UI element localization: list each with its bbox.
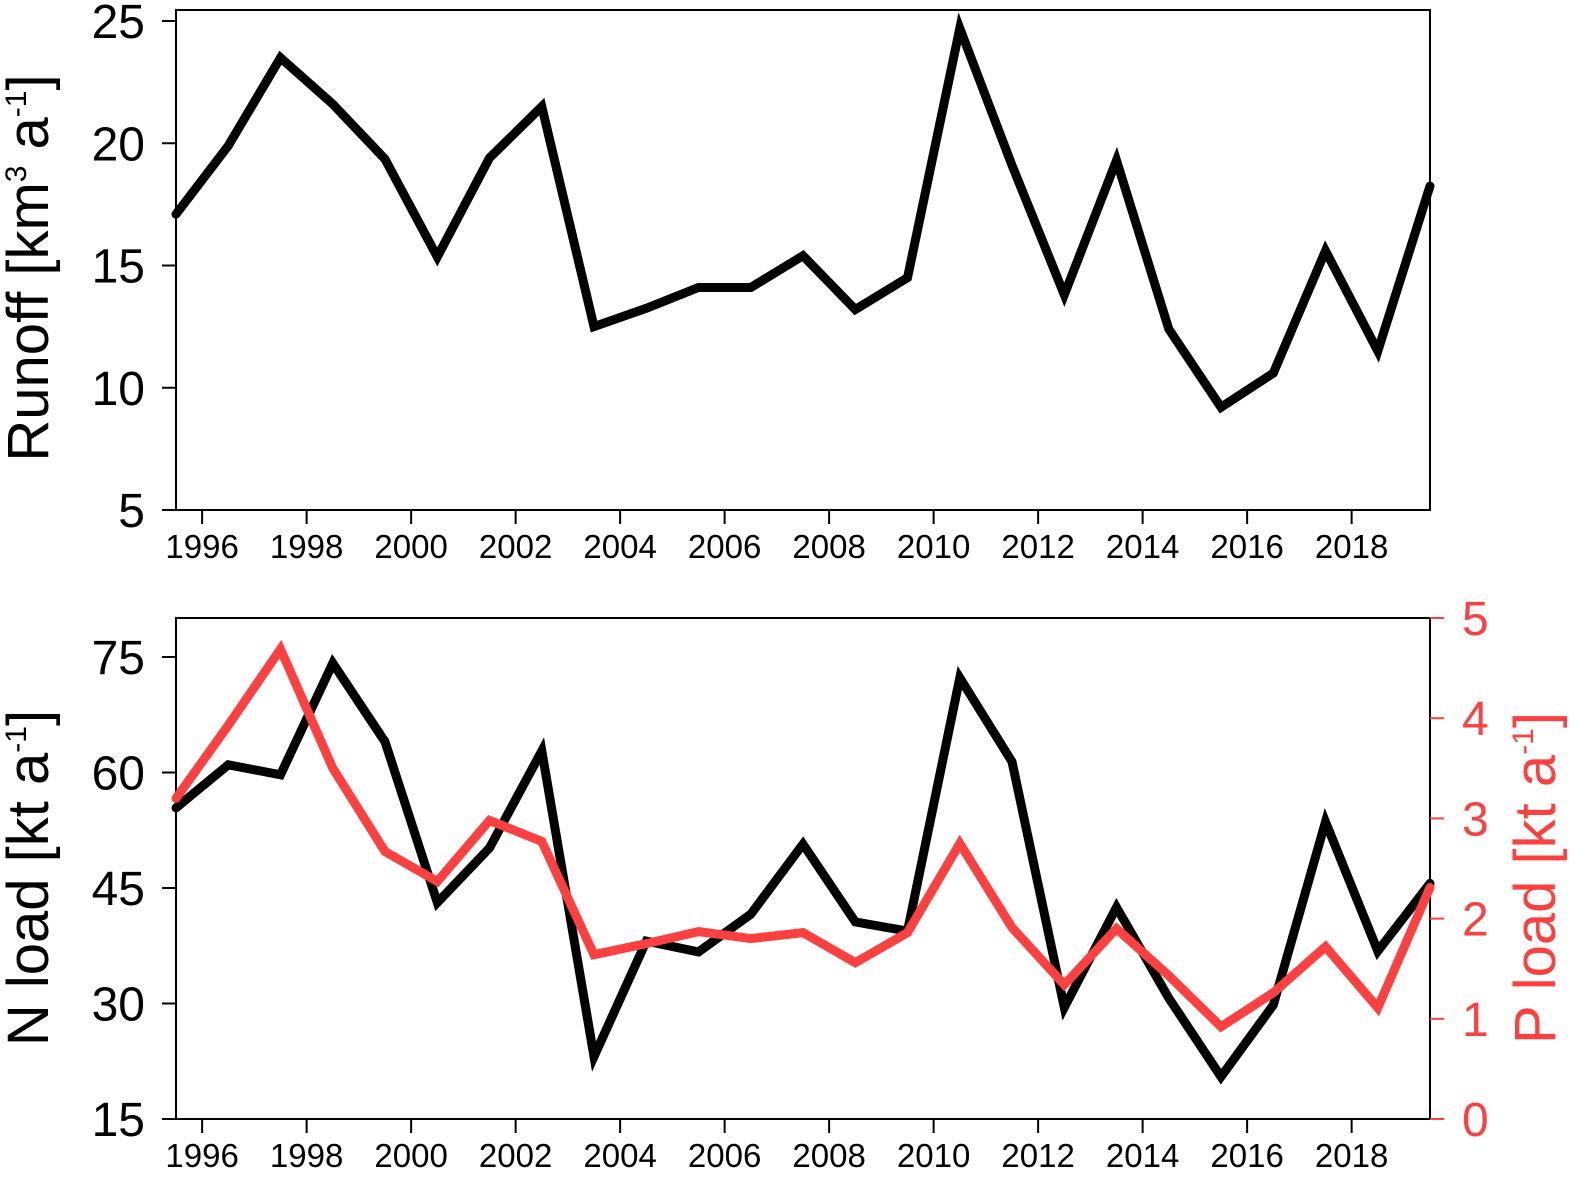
x-tick-label: 1996 — [165, 528, 238, 565]
x-tick-label: 2014 — [1106, 1137, 1179, 1174]
y-tick-label: 20 — [92, 118, 145, 171]
x-tick-label: 2014 — [1106, 528, 1179, 565]
top-series — [171, 12, 1435, 414]
top-y-axis-label: Runoff [km3 a-1] — [0, 74, 61, 461]
bottom-plot-frame — [175, 617, 1431, 1120]
y-tick-label: 45 — [92, 863, 145, 916]
x-tick-label: 2018 — [1315, 528, 1388, 565]
x-tick-label: 2016 — [1210, 528, 1283, 565]
x-tick-label: 2000 — [374, 528, 447, 565]
top-plot-frame — [175, 9, 1431, 511]
x-tick-label: 2004 — [583, 1137, 656, 1174]
right-y-tick-label: 0 — [1462, 1094, 1489, 1147]
x-tick-label: 1996 — [165, 1137, 238, 1174]
x-tick-label: 2006 — [688, 1137, 761, 1174]
x-tick-label: 2010 — [897, 1137, 970, 1174]
x-tick-label: 2008 — [792, 1137, 865, 1174]
x-tick-label: 2004 — [583, 528, 656, 565]
x-tick-label: 2000 — [374, 1137, 447, 1174]
right-y-tick-label: 5 — [1462, 593, 1489, 646]
x-tick-label: 2002 — [479, 1137, 552, 1174]
x-tick-label: 2012 — [1001, 1137, 1074, 1174]
bottom-series — [171, 639, 1435, 1085]
bottom-right-y-axis-label: P load [kt a-1] — [1503, 712, 1568, 1044]
y-tick-label: 25 — [92, 0, 145, 49]
right-y-tick-label: 3 — [1462, 793, 1489, 846]
y-tick-label: 10 — [92, 363, 145, 416]
y-tick-label: 30 — [92, 979, 145, 1032]
top-panel: 1996 1998 2000 2002 2004 2006 2008 2010 2012 2014… — [0, 0, 1435, 565]
x-tick-label: 2006 — [688, 528, 761, 565]
bottom-y-axis-label: N load [kt a-1] — [0, 710, 61, 1046]
x-tick-label: 2016 — [1210, 1137, 1283, 1174]
right-y-tick-label: 4 — [1462, 693, 1489, 746]
y-tick-label: 15 — [92, 1094, 145, 1147]
bottom-axes: 1996 1998 2000 2002 2004 2006 2008 2010 2012 2014… — [92, 593, 1489, 1174]
bottom-panel: 1996 1998 2000 2002 2004 2006 2008 2010 2012 2014… — [0, 593, 1568, 1174]
x-tick-label: 2008 — [792, 528, 865, 565]
right-y-tick-label: 1 — [1462, 994, 1489, 1047]
y-tick-label: 60 — [92, 748, 145, 801]
x-tick-label: 2010 — [897, 528, 970, 565]
x-tick-label: 2018 — [1315, 1137, 1388, 1174]
x-tick-label: 1998 — [270, 1137, 343, 1174]
x-tick-label: 1998 — [270, 528, 343, 565]
x-tick-label: 2002 — [479, 528, 552, 565]
y-tick-label: 5 — [118, 485, 145, 538]
runoff-line — [171, 12, 1435, 414]
y-tick-label: 75 — [92, 632, 145, 685]
x-tick-label: 2012 — [1001, 528, 1074, 565]
top-axes: 1996 1998 2000 2002 2004 2006 2008 2010 2012 2014… — [92, 0, 1389, 565]
y-tick-label: 15 — [92, 241, 145, 294]
right-y-tick-label: 2 — [1462, 894, 1489, 947]
